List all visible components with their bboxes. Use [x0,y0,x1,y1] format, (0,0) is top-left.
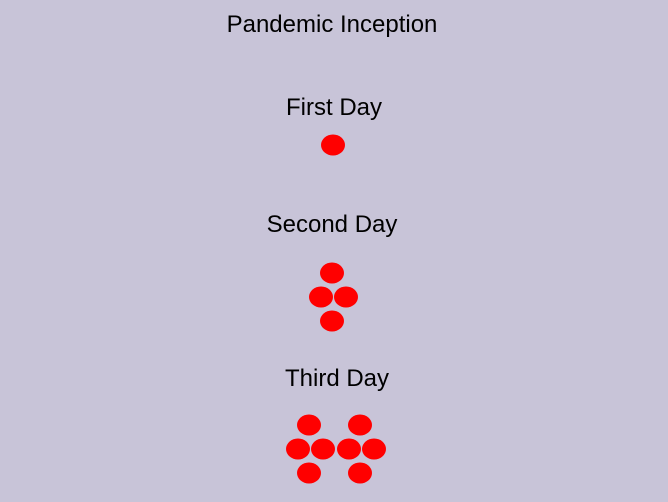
diagram-title: Pandemic Inception [226,11,438,38]
infected-dot-second-day [320,310,344,332]
day-label-third: Third Day [284,365,390,392]
infected-dot-first-day [321,134,345,156]
infected-dot-second-day [320,262,344,284]
infected-dot-second-day [334,286,358,308]
infected-dot-third-day [348,462,372,484]
day-label-first: First Day [286,94,382,121]
infected-dot-third-day [337,438,361,460]
infected-dot-third-day [297,414,321,436]
infected-dot-third-day [297,462,321,484]
infected-dot-third-day [311,438,335,460]
infected-dot-third-day [362,438,386,460]
infected-dot-second-day [309,286,333,308]
infected-dot-third-day [286,438,310,460]
day-label-second: Second Day [266,211,398,238]
infected-dot-third-day [348,414,372,436]
